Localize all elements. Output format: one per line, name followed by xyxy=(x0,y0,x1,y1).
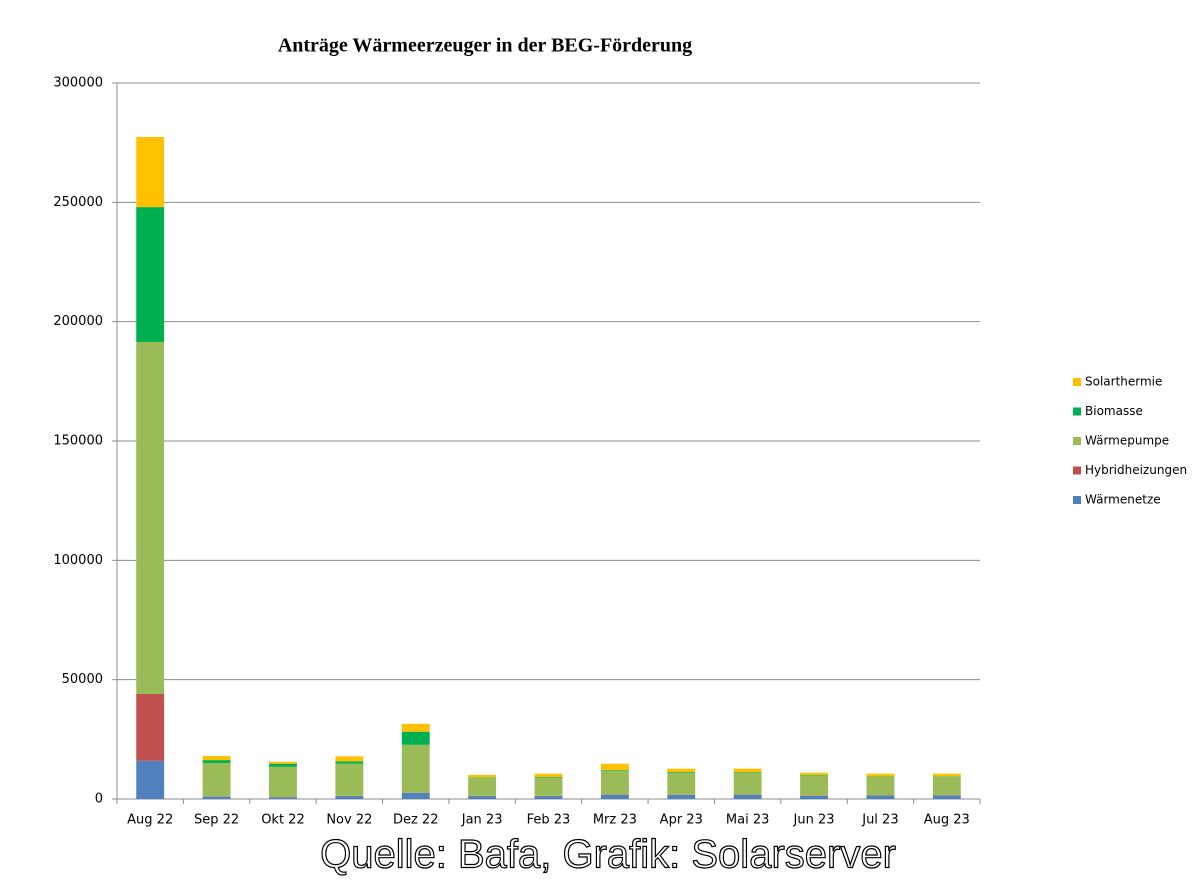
bar-segment xyxy=(932,776,961,796)
bar-segment xyxy=(269,766,297,798)
legend-label: Wärmepumpe xyxy=(1085,434,1169,448)
bar-segment xyxy=(534,777,563,796)
bar-segment xyxy=(269,797,297,799)
x-tick-label: Mrz 23 xyxy=(593,813,637,828)
legend-label: Biomasse xyxy=(1085,404,1143,418)
bar-segment xyxy=(335,761,364,764)
bar-segment xyxy=(800,775,828,796)
bar-segment xyxy=(401,731,430,745)
y-tick-label: 100000 xyxy=(53,553,103,568)
bar-segment xyxy=(733,794,762,799)
bar-segment xyxy=(136,760,165,799)
bar-segment xyxy=(335,796,364,799)
legend-label: Solarthermie xyxy=(1085,375,1162,389)
x-tick-label: Apr 23 xyxy=(660,813,703,828)
bar-segment xyxy=(468,777,497,796)
bar-segment xyxy=(136,693,165,761)
y-tick-label: 0 xyxy=(95,792,103,807)
bar-segment xyxy=(866,773,895,777)
x-tick-label: Sep 22 xyxy=(194,813,239,828)
legend-swatch xyxy=(1073,496,1081,504)
x-tick-label: Dez 22 xyxy=(393,813,439,828)
legend-swatch xyxy=(1073,466,1081,475)
chart-title: Anträge Wärmeerzeuger in der BEG-Förderu… xyxy=(278,35,692,57)
bar-segment xyxy=(202,796,231,799)
y-tick-label: 150000 xyxy=(53,434,103,449)
bar-segment xyxy=(667,768,696,773)
x-tick-label: Okt 22 xyxy=(261,813,305,828)
bar-segment xyxy=(534,773,563,778)
source-note: Quelle: Bafa, Grafik: Solarserver xyxy=(320,833,896,877)
bar-segment xyxy=(866,777,895,796)
bar-segment xyxy=(534,777,563,778)
bar-segment xyxy=(269,761,297,764)
bar-segment xyxy=(600,770,629,795)
bar-segment xyxy=(202,760,231,763)
x-tick-label: Jan 23 xyxy=(461,813,503,828)
y-tick-label: 300000 xyxy=(53,76,103,91)
bar-segment xyxy=(600,770,629,771)
bar-segment xyxy=(800,795,828,799)
bar-segment xyxy=(932,795,961,799)
x-tick-label: Aug 22 xyxy=(127,813,173,828)
bar-segment xyxy=(667,772,696,773)
bar-segment xyxy=(733,768,762,773)
bar-segment xyxy=(269,763,297,767)
bar-segment xyxy=(600,763,629,771)
bar-segment xyxy=(401,793,430,799)
x-tick-label: Nov 22 xyxy=(326,813,372,828)
bar-segment xyxy=(800,772,828,776)
bar-segment xyxy=(136,207,165,342)
bar-segment xyxy=(202,756,231,761)
y-tick-label: 250000 xyxy=(53,195,103,210)
legend-swatch xyxy=(1073,378,1081,386)
bar-segment xyxy=(335,763,364,796)
bar-segment xyxy=(932,773,961,777)
bar-segment xyxy=(136,136,165,208)
bar-segment xyxy=(335,756,364,762)
bar-segment xyxy=(534,796,563,799)
bar-segment xyxy=(401,723,430,732)
bar-segment xyxy=(733,772,762,773)
legend-label: Hybridheizungen xyxy=(1085,463,1187,477)
bar-segment xyxy=(401,744,430,793)
bar-segment xyxy=(667,772,696,795)
bar-segment xyxy=(800,775,828,776)
bar-segment xyxy=(733,772,762,795)
bar-segment xyxy=(468,774,497,778)
legend-swatch xyxy=(1073,407,1081,416)
bar-segment xyxy=(136,341,165,694)
y-tick-label: 50000 xyxy=(62,672,103,687)
x-tick-label: Jun 23 xyxy=(793,813,835,828)
legend-swatch xyxy=(1073,437,1081,445)
x-tick-label: Mai 23 xyxy=(726,813,769,828)
x-tick-label: Aug 23 xyxy=(924,813,970,828)
bar-segment xyxy=(866,795,895,799)
bar-segment xyxy=(468,796,497,799)
x-tick-label: Feb 23 xyxy=(527,813,571,828)
y-tick-label: 200000 xyxy=(53,314,103,329)
bar-segment xyxy=(667,794,696,799)
bar-segment xyxy=(600,794,629,799)
legend-label: Wärmenetze xyxy=(1085,493,1161,507)
bar-segment xyxy=(202,762,231,797)
x-tick-label: Jul 23 xyxy=(861,813,898,828)
